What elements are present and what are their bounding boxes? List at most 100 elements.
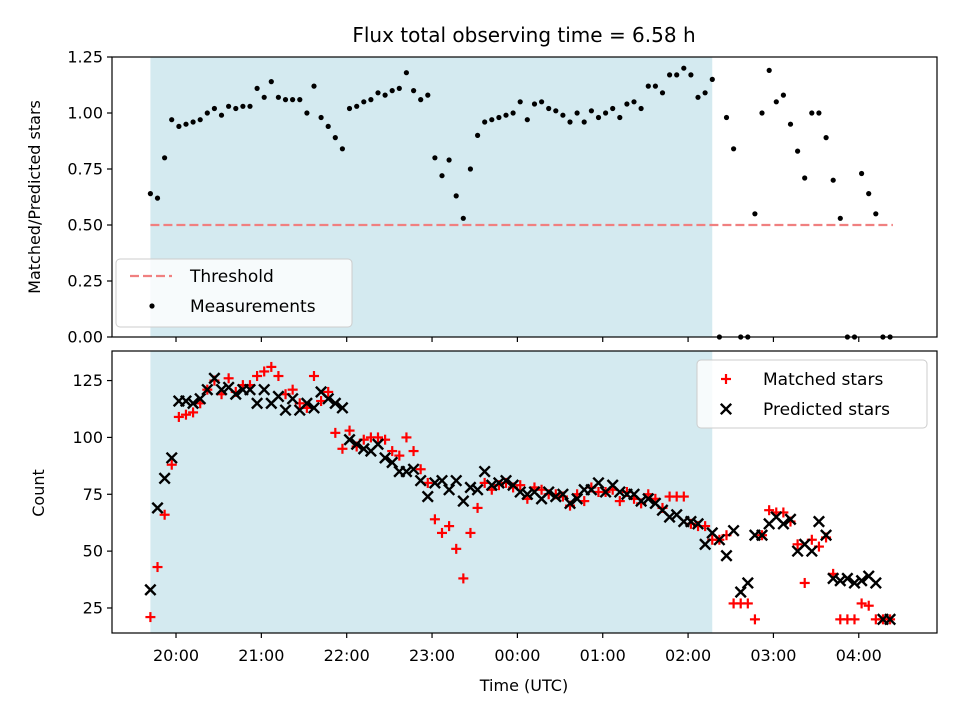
ratio-dot-point-94 bbox=[816, 110, 822, 116]
count-x-point-66 bbox=[613, 485, 626, 499]
ratio-dot-point-78 bbox=[702, 90, 708, 96]
ratio-dot-point-25 bbox=[325, 123, 331, 129]
count-x-point-16-b bbox=[258, 383, 271, 396]
x-tick-label-8: 04:00 bbox=[836, 646, 882, 665]
ratio-dot-point-71 bbox=[652, 83, 659, 89]
ratio-dot-point-41 bbox=[439, 173, 445, 179]
count-x-point-70 bbox=[642, 492, 655, 505]
count-plus-point-2 bbox=[159, 509, 170, 520]
count-x-point-45 bbox=[464, 481, 477, 494]
ratio-dot-point-63 bbox=[595, 114, 602, 121]
count-x-point-8 bbox=[201, 383, 214, 396]
count-plus-point-101 bbox=[863, 600, 874, 611]
count-plus-point-38 bbox=[415, 464, 426, 475]
ratio-dot-point-61 bbox=[581, 119, 587, 125]
count-plus-point-52 bbox=[515, 480, 526, 491]
count-x-point-8-b bbox=[201, 383, 214, 396]
count-x-point-80-b bbox=[713, 533, 726, 546]
count-x-point-24-b bbox=[315, 385, 328, 398]
ratio-dot-point-5 bbox=[183, 121, 189, 127]
count-x-point-15-b bbox=[251, 397, 264, 410]
count-x-point-99 bbox=[848, 576, 861, 590]
count-x-point-72-b bbox=[656, 504, 669, 517]
count-x-point-10-b bbox=[215, 383, 228, 396]
count-x-point-11-b bbox=[222, 381, 235, 394]
count-x-point-81-b bbox=[720, 549, 733, 562]
count-x-point-98-b bbox=[841, 572, 854, 585]
count-plus-point-6 bbox=[188, 407, 199, 418]
count-x-point-23 bbox=[307, 401, 321, 414]
count-x-point-104-b bbox=[884, 613, 897, 626]
chart-title: Flux total observing time = 6.58 h bbox=[352, 23, 695, 47]
x-tick-label-3: 23:00 bbox=[409, 646, 455, 665]
count-x-point-95-b bbox=[820, 529, 833, 542]
ratio-dot-point-77 bbox=[695, 94, 701, 100]
count-plus-point-37 bbox=[408, 446, 419, 457]
count-x-point-22 bbox=[300, 397, 313, 410]
ratio-dot-point-101 bbox=[866, 191, 872, 197]
count-x-point-27 bbox=[336, 401, 349, 414]
ratio-dot-point-46 bbox=[475, 132, 481, 138]
ratio-dot-point-35 bbox=[396, 85, 402, 91]
x-tick-label-6: 02:00 bbox=[665, 646, 711, 665]
ratio-dot-point-44 bbox=[460, 215, 466, 221]
count-x-point-41 bbox=[435, 474, 449, 487]
count-x-point-5 bbox=[179, 394, 193, 408]
count-x-point-48 bbox=[485, 479, 498, 492]
ratio-legend-box bbox=[115, 258, 353, 328]
ratio-y-tick-label-5: 1.25 bbox=[67, 48, 103, 67]
ratio-dot-point-86 bbox=[759, 110, 765, 116]
ratio-dot-point-85 bbox=[752, 211, 758, 217]
count-x-point-39-b bbox=[421, 490, 434, 503]
ratio-dot-point-1 bbox=[154, 195, 161, 201]
count-plus-point-4 bbox=[173, 411, 184, 422]
count-x-point-46-b bbox=[471, 483, 484, 496]
ratio-dot-point-89 bbox=[780, 92, 787, 98]
ratio-dot-point-88 bbox=[773, 99, 779, 105]
count-x-point-69 bbox=[635, 495, 648, 508]
ratio-legend-label-1: Measurements bbox=[190, 297, 316, 317]
ratio-dot-point-34 bbox=[389, 88, 395, 94]
count-axes-frame bbox=[111, 350, 938, 634]
count-x-point-2 bbox=[158, 472, 171, 485]
count-x-point-70-b bbox=[642, 492, 655, 505]
count-x-point-50-b bbox=[499, 474, 513, 487]
ratio-dot-point-27 bbox=[339, 146, 345, 152]
ratio-dot-point-64 bbox=[603, 110, 609, 116]
count-x-point-23-b bbox=[307, 401, 321, 414]
count-x-point-9-b bbox=[208, 372, 221, 385]
count-x-point-20 bbox=[286, 392, 299, 405]
count-x-point-96 bbox=[827, 572, 840, 585]
x-axis-title: Time (UTC) bbox=[479, 676, 568, 695]
ratio-dot-point-75 bbox=[681, 65, 687, 71]
count-x-point-73 bbox=[663, 510, 676, 524]
count-x-point-86-b bbox=[755, 529, 769, 542]
count-x-point-25 bbox=[322, 392, 335, 405]
count-x-point-30 bbox=[357, 442, 370, 455]
count-plus-point-84 bbox=[742, 598, 753, 609]
count-x-point-18-b bbox=[272, 390, 285, 403]
count-plus-point-5 bbox=[180, 409, 191, 420]
count-x-point-59 bbox=[563, 497, 577, 510]
count-x-point-59-b bbox=[563, 497, 577, 510]
count-plus-point-42 bbox=[444, 521, 455, 532]
count-x-point-60-b bbox=[571, 492, 584, 505]
x-tick-label-5: 01:00 bbox=[580, 646, 626, 665]
count-x-point-6-b bbox=[187, 397, 200, 410]
ratio-dot-point-6 bbox=[190, 119, 196, 125]
count-x-point-34 bbox=[386, 456, 399, 469]
count-y-tick-label-1: 50 bbox=[83, 542, 103, 561]
ratio-dot-point-14 bbox=[247, 103, 253, 109]
count-plus-point-91 bbox=[792, 539, 803, 550]
count-x-point-58-b bbox=[556, 488, 569, 501]
count-x-point-100 bbox=[855, 574, 868, 587]
ratio-dot-point-66 bbox=[617, 114, 623, 121]
count-y-tick-label-4: 125 bbox=[72, 371, 103, 390]
ratio-dot-point-0 bbox=[147, 191, 153, 197]
count-x-point-43-b bbox=[450, 474, 463, 487]
ratio-dot-point-11 bbox=[226, 103, 232, 109]
count-x-point-0 bbox=[144, 583, 157, 596]
ratio-dot-point-58 bbox=[560, 112, 566, 118]
count-x-point-34-b bbox=[386, 456, 399, 469]
ratio-panel: 0.00 0.25 0.50 0.75 1.00 1.25 Threshold Measure… bbox=[67, 48, 938, 347]
